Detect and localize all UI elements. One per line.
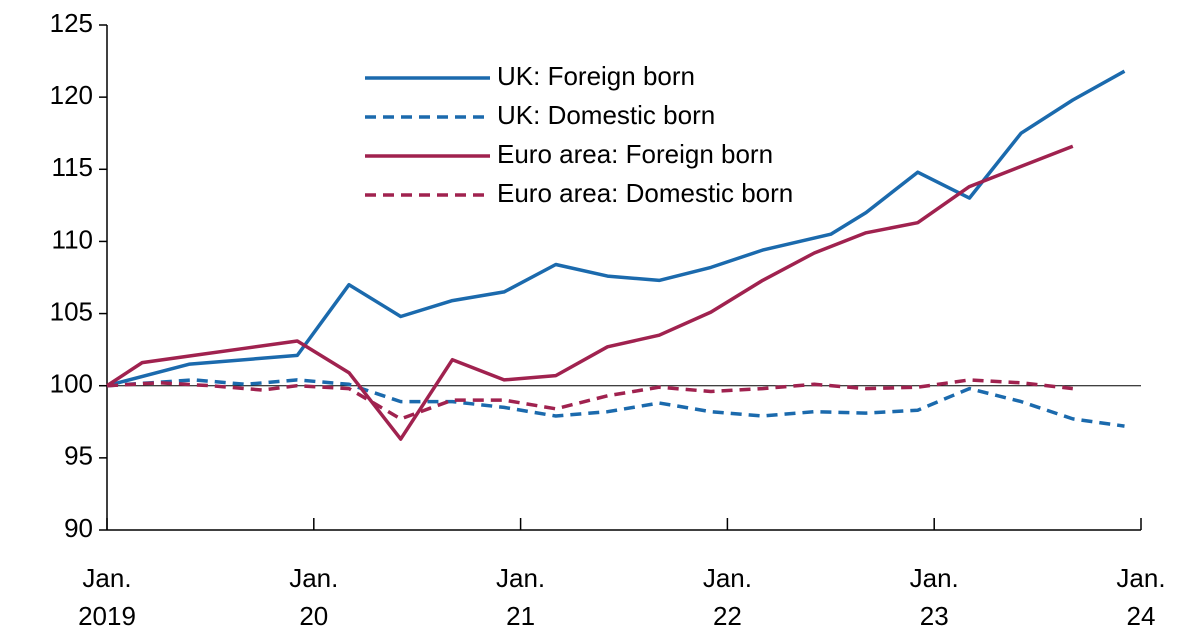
y-tick-label: 95	[64, 441, 93, 471]
series-line	[106, 69, 1126, 388]
legend-label: UK: Domestic born	[497, 100, 715, 130]
x-tick-label: Jan. 24	[1116, 563, 1165, 631]
legend-label: Euro area: Domestic born	[497, 178, 793, 208]
y-tick-label: 110	[52, 224, 93, 254]
series-line	[106, 378, 1125, 428]
y-tick-label: 125	[50, 8, 93, 38]
y-tick-label: 105	[50, 296, 93, 326]
x-tick-label: Jan. 20	[289, 563, 338, 631]
series-line	[106, 144, 1074, 441]
y-tick-label: 115	[52, 152, 93, 182]
legend-label: UK: Foreign born	[497, 61, 695, 91]
x-tick-label: Jan. 21	[496, 563, 545, 631]
y-tick-label: 100	[50, 369, 93, 399]
y-tick-label: 120	[50, 80, 93, 110]
x-tick-label: Jan. 2019	[78, 563, 136, 631]
series-line	[106, 378, 1073, 421]
x-tick-label: Jan. 22	[703, 563, 752, 631]
legend-label: Euro area: Foreign born	[497, 139, 773, 169]
y-tick-label: 90	[64, 513, 93, 543]
x-tick-label: Jan. 23	[910, 563, 959, 631]
